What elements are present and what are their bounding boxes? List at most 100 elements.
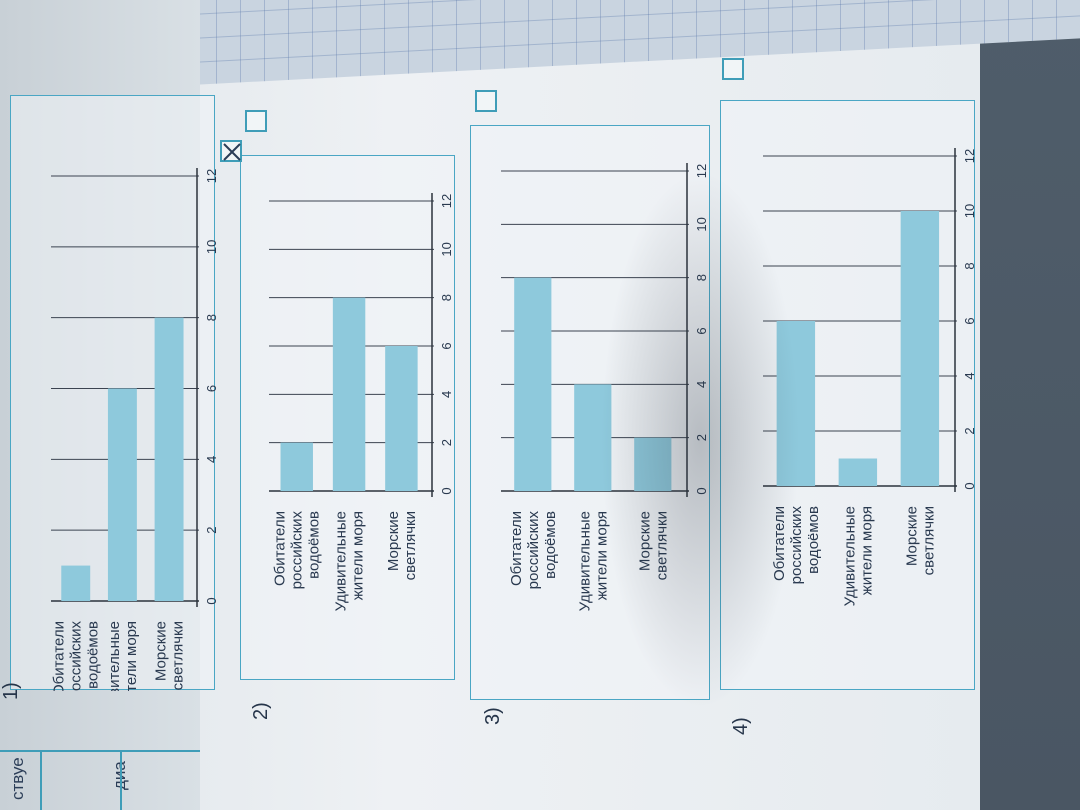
side-table-line	[120, 752, 122, 810]
tick-label: 10	[962, 204, 976, 218]
bar	[154, 317, 184, 601]
category-label: Удивительные жители моря	[576, 511, 610, 611]
category-label-line: водоёмов	[542, 511, 559, 579]
tick-label: 12	[694, 164, 709, 178]
tick-label: 2	[204, 527, 216, 534]
bar	[332, 297, 366, 491]
tick-label: 8	[962, 262, 976, 269]
category-label-line: водоёмов	[85, 621, 102, 689]
tick-label: 6	[694, 327, 709, 334]
category-label-line: светлячки	[170, 621, 187, 690]
tick-label: 4	[694, 381, 709, 388]
bar	[514, 277, 552, 491]
option-number-1: 1)	[0, 682, 22, 700]
category-label-line: жители моря	[593, 511, 610, 600]
tick-label: 2	[439, 439, 454, 446]
tick-label: 6	[204, 385, 216, 392]
option-checkbox-4[interactable]	[722, 58, 744, 80]
category-label: Морские светлячки	[903, 506, 937, 575]
option-checkbox-3[interactable]	[475, 90, 497, 112]
option-number-4: 4)	[730, 717, 752, 735]
category-label-line: Обитатели	[771, 506, 788, 581]
category-label: Морские светлячки	[636, 511, 670, 580]
tick-label: 8	[439, 294, 454, 301]
category-label-line: жители моря	[123, 621, 140, 691]
category-label-line: жители моря	[858, 506, 875, 595]
tick-label: 6	[439, 342, 454, 349]
tick-label: 12	[439, 194, 454, 208]
chart-panel-2: 0 2 4 6 8 10 12 Обитатели российских водоёмов Удив…	[240, 155, 455, 680]
bar	[385, 346, 418, 491]
category-label: Обитатели российских водоёмов	[51, 621, 102, 691]
side-table-line	[40, 752, 42, 810]
bar	[776, 321, 816, 486]
category-label-line: российских	[68, 621, 85, 691]
category-label-line: водоёмов	[306, 511, 323, 579]
bar	[280, 442, 313, 491]
category-label: Морские светлячки	[153, 621, 187, 690]
category-label: Обитатели российских водоёмов	[508, 511, 559, 590]
tick-label: 10	[439, 242, 454, 256]
tick-label: 8	[694, 274, 709, 281]
bar	[107, 388, 137, 601]
chart-panel-3: 0 2 4 6 8 10 12 Обитатели российских водоёмов Удив…	[470, 125, 710, 700]
side-table	[0, 750, 200, 810]
tick-label: 8	[204, 314, 216, 321]
category-label-line: Удивительные	[841, 506, 858, 606]
tick-label: 4	[439, 391, 454, 398]
check-mark-icon	[223, 143, 241, 161]
option-number-2: 2)	[250, 702, 272, 720]
tick-label: 0	[439, 487, 454, 494]
option-checkbox-2[interactable]	[245, 110, 267, 132]
bar-chart-4: 0 2 4 6 8 10 12 Обитатели российских водоёмов Удив…	[763, 148, 976, 606]
option-checkbox-1[interactable]	[220, 140, 242, 162]
tick-label: 0	[694, 487, 709, 494]
category-label-line: светлячки	[920, 506, 937, 575]
bar	[900, 211, 940, 486]
category-label-line: Удивительные	[106, 621, 123, 691]
category-label: Удивительные жители моря	[106, 621, 140, 691]
tick-label: 4	[962, 372, 976, 379]
category-label-line: российских	[788, 506, 805, 585]
category-label-line: Обитатели	[508, 511, 525, 586]
category-label: Удивительные жители моря	[841, 506, 875, 606]
category-label-line: Морские	[385, 511, 402, 571]
bar	[574, 384, 612, 491]
tick-label: 2	[694, 434, 709, 441]
tick-label: 12	[962, 149, 976, 163]
bar	[634, 437, 672, 491]
category-label-line: жители моря	[350, 511, 367, 600]
category-label: Обитатели российских водоёмов	[771, 506, 822, 585]
bar-chart-3: 0 2 4 6 8 10 12 Обитатели российских водоёмов Удив…	[501, 163, 709, 611]
tick-label: 10	[694, 217, 709, 231]
category-label-line: светлячки	[653, 511, 670, 580]
category-label-line: светлячки	[402, 511, 419, 580]
category-label-line: Морские	[903, 506, 920, 566]
category-label-line: Морские	[636, 511, 653, 571]
tick-label: 0	[962, 482, 976, 489]
category-label: Обитатели российских водоёмов	[272, 511, 323, 590]
chart-panel-4: 0 2 4 6 8 10 12 Обитатели российских водоёмов Удив…	[720, 100, 976, 690]
tick-label: 4	[204, 456, 216, 463]
category-label-line: Удивительные	[576, 511, 593, 611]
category-label: Удивительные жители моря	[333, 511, 367, 611]
tick-label: 6	[962, 317, 976, 324]
tick-label: 0	[204, 597, 216, 604]
bar-chart-1: 0 2 4 6 8 10 12 ОбитателироссийскихводоёмовУдив…	[51, 168, 216, 691]
bar	[61, 565, 91, 601]
bar-chart-2: 0 2 4 6 8 10 12 Обитатели российских водоёмов Удив…	[269, 193, 454, 611]
category-label-line: российских	[525, 511, 542, 590]
category-label-line: Обитатели	[272, 511, 289, 586]
category-label-line: Обитатели	[51, 621, 68, 691]
chart-panel-1: 0 2 4 6 8 10 12 ОбитателироссийскихводоёмовУдив…	[10, 95, 216, 691]
category-label-line: российских	[289, 511, 306, 590]
option-number-3: 3)	[482, 707, 504, 725]
category-label-line: водоёмов	[805, 506, 822, 574]
tick-label: 2	[962, 427, 976, 434]
bar	[838, 458, 878, 486]
tick-label: 10	[204, 240, 216, 254]
tick-label: 12	[204, 169, 216, 183]
category-label-line: Удивительные	[333, 511, 350, 611]
category-label: Морские светлячки	[385, 511, 419, 580]
